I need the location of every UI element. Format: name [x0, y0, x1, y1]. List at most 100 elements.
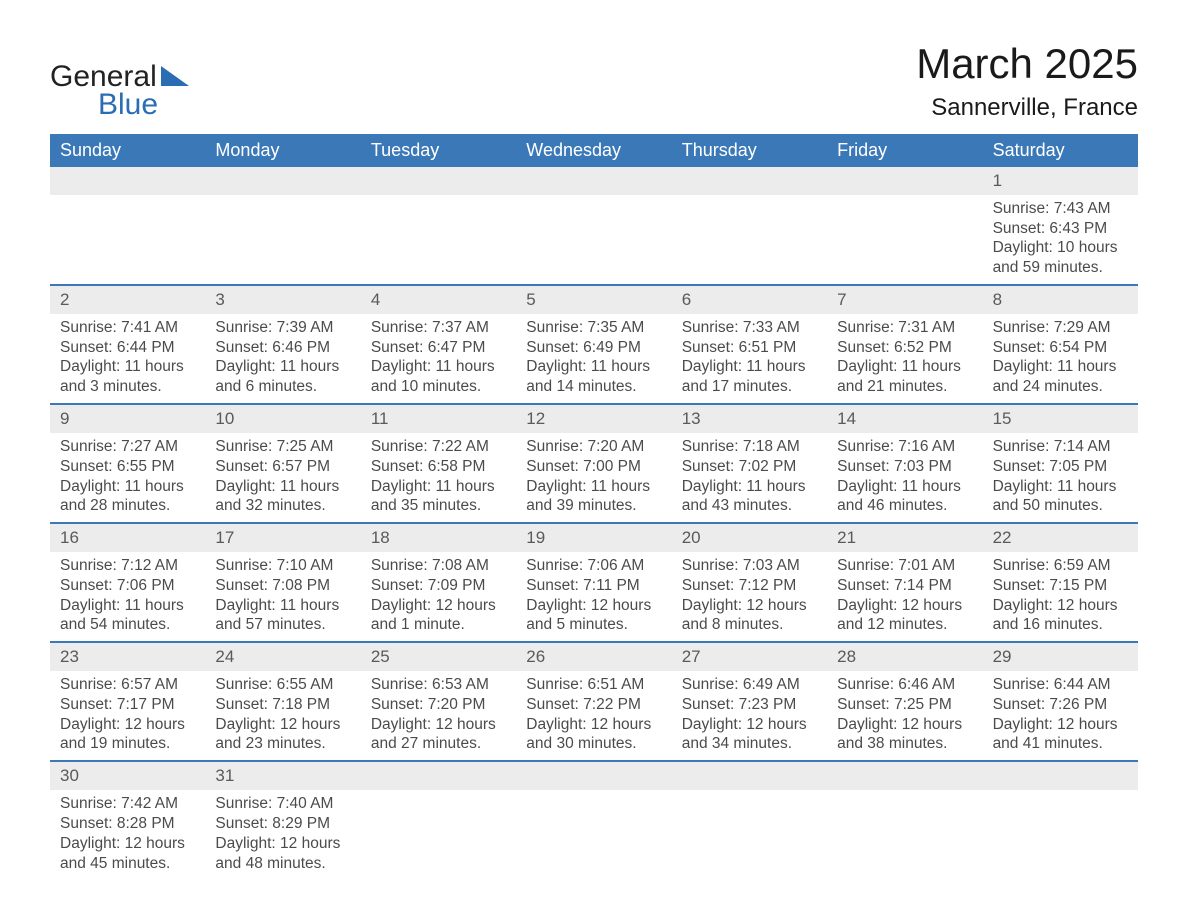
- day-number: 27: [672, 643, 827, 671]
- header: General Blue March 2025 Sannerville, Fra…: [50, 40, 1138, 122]
- daylight-line1: Daylight: 11 hours: [215, 477, 350, 497]
- day-number: 8: [983, 286, 1138, 314]
- day-number: 12: [516, 405, 671, 433]
- sunrise-text: Sunrise: 7:20 AM: [526, 437, 661, 457]
- daylight-line1: Daylight: 11 hours: [682, 477, 817, 497]
- day-cell: Sunrise: 7:06 AMSunset: 7:11 PMDaylight:…: [516, 552, 671, 641]
- day-number: 4: [361, 286, 516, 314]
- daylight-line2: and 27 minutes.: [371, 734, 506, 754]
- day-cell: Sunrise: 7:33 AMSunset: 6:51 PMDaylight:…: [672, 314, 827, 403]
- day-number: 20: [672, 524, 827, 552]
- sunset-text: Sunset: 7:05 PM: [993, 457, 1128, 477]
- sunset-text: Sunset: 7:02 PM: [682, 457, 817, 477]
- day-number: 18: [361, 524, 516, 552]
- sunset-text: Sunset: 6:49 PM: [526, 338, 661, 358]
- sunset-text: Sunset: 7:23 PM: [682, 695, 817, 715]
- daylight-line1: Daylight: 12 hours: [837, 596, 972, 616]
- day-cell: Sunrise: 6:53 AMSunset: 7:20 PMDaylight:…: [361, 671, 516, 760]
- sunrise-text: Sunrise: 7:39 AM: [215, 318, 350, 338]
- daylight-line2: and 54 minutes.: [60, 615, 195, 635]
- location: Sannerville, France: [916, 94, 1138, 122]
- day-cell: Sunrise: 7:35 AMSunset: 6:49 PMDaylight:…: [516, 314, 671, 403]
- sunset-text: Sunset: 7:08 PM: [215, 576, 350, 596]
- sunset-text: Sunset: 7:14 PM: [837, 576, 972, 596]
- day-cell: Sunrise: 7:10 AMSunset: 7:08 PMDaylight:…: [205, 552, 360, 641]
- daylight-line1: Daylight: 11 hours: [837, 477, 972, 497]
- sunset-text: Sunset: 6:54 PM: [993, 338, 1128, 358]
- daylight-line1: Daylight: 12 hours: [215, 834, 350, 854]
- sunrise-text: Sunrise: 7:31 AM: [837, 318, 972, 338]
- sunrise-text: Sunrise: 7:37 AM: [371, 318, 506, 338]
- day-number: 16: [50, 524, 205, 552]
- daylight-line2: and 35 minutes.: [371, 496, 506, 516]
- weekday-fri: Friday: [827, 134, 982, 167]
- weekday-thu: Thursday: [672, 134, 827, 167]
- daylight-line2: and 46 minutes.: [837, 496, 972, 516]
- sunset-text: Sunset: 7:25 PM: [837, 695, 972, 715]
- day-cell: Sunrise: 6:59 AMSunset: 7:15 PMDaylight:…: [983, 552, 1138, 641]
- day-number: 11: [361, 405, 516, 433]
- daylight-line2: and 23 minutes.: [215, 734, 350, 754]
- day-cell: [361, 790, 516, 879]
- day-number: 22: [983, 524, 1138, 552]
- weekday-mon: Monday: [205, 134, 360, 167]
- daylight-line1: Daylight: 12 hours: [837, 715, 972, 735]
- daylight-line1: Daylight: 11 hours: [371, 357, 506, 377]
- sunset-text: Sunset: 8:28 PM: [60, 814, 195, 834]
- sunset-text: Sunset: 7:26 PM: [993, 695, 1128, 715]
- daylight-line1: Daylight: 11 hours: [60, 357, 195, 377]
- sunrise-text: Sunrise: 6:49 AM: [682, 675, 817, 695]
- sunrise-text: Sunrise: 7:03 AM: [682, 556, 817, 576]
- day-number: 28: [827, 643, 982, 671]
- sunrise-text: Sunrise: 7:33 AM: [682, 318, 817, 338]
- daylight-line1: Daylight: 12 hours: [993, 715, 1128, 735]
- day-number: 7: [827, 286, 982, 314]
- sunrise-text: Sunrise: 6:55 AM: [215, 675, 350, 695]
- day-number: [983, 762, 1138, 790]
- daylight-line2: and 30 minutes.: [526, 734, 661, 754]
- day-cell: [983, 790, 1138, 879]
- day-number: [672, 167, 827, 195]
- sunrise-text: Sunrise: 7:27 AM: [60, 437, 195, 457]
- day-cell: Sunrise: 7:22 AMSunset: 6:58 PMDaylight:…: [361, 433, 516, 522]
- daylight-line2: and 39 minutes.: [526, 496, 661, 516]
- daylight-line2: and 10 minutes.: [371, 377, 506, 397]
- month-title: March 2025: [916, 40, 1138, 88]
- daylight-line2: and 48 minutes.: [215, 854, 350, 874]
- day-cell: Sunrise: 7:37 AMSunset: 6:47 PMDaylight:…: [361, 314, 516, 403]
- day-number: 21: [827, 524, 982, 552]
- calendar: Sunday Monday Tuesday Wednesday Thursday…: [50, 134, 1138, 879]
- day-cell: [827, 195, 982, 284]
- day-number: 3: [205, 286, 360, 314]
- sunrise-text: Sunrise: 7:10 AM: [215, 556, 350, 576]
- daylight-line1: Daylight: 12 hours: [682, 715, 817, 735]
- day-cell: Sunrise: 7:39 AMSunset: 6:46 PMDaylight:…: [205, 314, 360, 403]
- sunset-text: Sunset: 6:55 PM: [60, 457, 195, 477]
- day-cell: [672, 195, 827, 284]
- day-number: 26: [516, 643, 671, 671]
- day-number: [827, 167, 982, 195]
- daylight-line1: Daylight: 12 hours: [526, 596, 661, 616]
- sunrise-text: Sunrise: 6:57 AM: [60, 675, 195, 695]
- weeks-container: 1Sunrise: 7:43 AMSunset: 6:43 PMDaylight…: [50, 167, 1138, 879]
- day-cell: Sunrise: 7:41 AMSunset: 6:44 PMDaylight:…: [50, 314, 205, 403]
- weekday-sun: Sunday: [50, 134, 205, 167]
- daylight-line2: and 6 minutes.: [215, 377, 350, 397]
- day-cell: Sunrise: 7:08 AMSunset: 7:09 PMDaylight:…: [361, 552, 516, 641]
- daylight-line1: Daylight: 11 hours: [60, 596, 195, 616]
- sunset-text: Sunset: 7:17 PM: [60, 695, 195, 715]
- sunset-text: Sunset: 8:29 PM: [215, 814, 350, 834]
- sunrise-text: Sunrise: 7:25 AM: [215, 437, 350, 457]
- sunrise-text: Sunrise: 6:44 AM: [993, 675, 1128, 695]
- sunset-text: Sunset: 7:15 PM: [993, 576, 1128, 596]
- daylight-line2: and 3 minutes.: [60, 377, 195, 397]
- daylight-line2: and 57 minutes.: [215, 615, 350, 635]
- sunrise-text: Sunrise: 6:51 AM: [526, 675, 661, 695]
- daylight-line2: and 38 minutes.: [837, 734, 972, 754]
- daylight-line1: Daylight: 12 hours: [215, 715, 350, 735]
- daylight-line1: Daylight: 11 hours: [837, 357, 972, 377]
- day-number: [672, 762, 827, 790]
- day-number: 17: [205, 524, 360, 552]
- daylight-line1: Daylight: 11 hours: [993, 357, 1128, 377]
- day-cell: [361, 195, 516, 284]
